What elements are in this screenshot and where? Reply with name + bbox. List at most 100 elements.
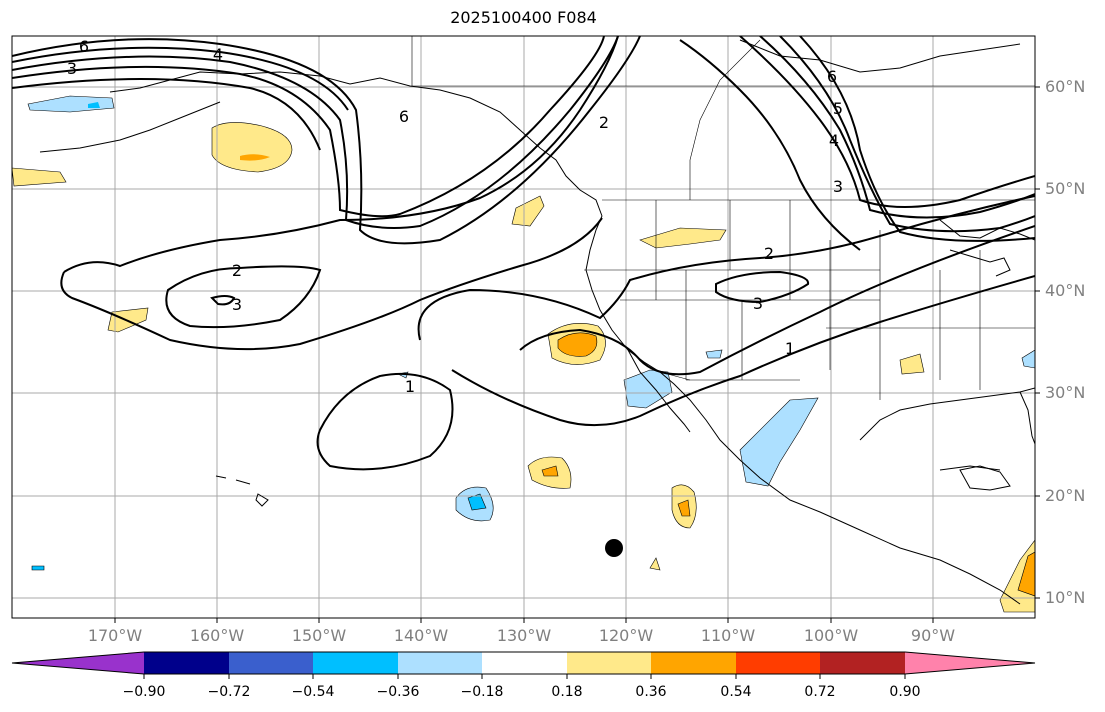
anomaly-fill-central-america <box>999 539 1035 613</box>
contour-2-east-inner <box>679 39 861 251</box>
yucatan <box>959 465 1011 491</box>
anomaly-fill-small <box>649 557 661 571</box>
contour-label: 3 <box>232 295 242 314</box>
gulf-coast <box>859 387 1035 441</box>
anomaly-fill-mexico-pacific <box>623 369 673 409</box>
hawaii-3 <box>255 493 269 507</box>
lon-label: 170°W <box>87 626 143 645</box>
contour-1-loop <box>316 372 454 471</box>
anomaly-fill-gulf-alaska <box>211 122 293 173</box>
baja-peninsula <box>627 349 691 433</box>
colorbar-segment <box>736 652 820 674</box>
lat-label: 30°N <box>1045 383 1086 402</box>
contour-label: 4 <box>829 131 839 150</box>
contour-4-east <box>779 36 1035 233</box>
anomaly-fill-south-pacific-c-core <box>467 493 487 511</box>
lon-label: 160°W <box>189 626 245 645</box>
lat-label: 50°N <box>1045 179 1086 198</box>
contour-label: 6 <box>399 107 409 126</box>
anomaly-fill-west-pacific <box>12 167 67 187</box>
lon-label: 110°W <box>700 626 756 645</box>
cuba <box>939 465 1001 471</box>
lon-label: 130°W <box>496 626 552 645</box>
great-lakes <box>949 249 1011 277</box>
colorbar-segment <box>398 652 482 674</box>
contour-4-west <box>12 36 619 229</box>
lat-label: 20°N <box>1045 486 1086 505</box>
anomaly-fill-bering-core <box>88 102 100 108</box>
hudson-bay <box>939 219 1035 241</box>
lat-label: 10°N <box>1045 588 1086 607</box>
contour-3-west-2 <box>12 78 321 151</box>
lat-ticks <box>1035 86 1040 599</box>
contour-label: 2 <box>599 113 609 132</box>
lon-label: 150°W <box>291 626 347 645</box>
anomaly-fill-gulf-coast <box>899 353 925 375</box>
colorbar-tick-label: 0.90 <box>889 684 921 700</box>
contour-1-south <box>451 275 1035 427</box>
colorbar-extend-high <box>905 652 1035 674</box>
colorbar-segment <box>651 652 736 674</box>
contour-2-inner <box>165 265 322 329</box>
colorbar-segment <box>567 652 651 674</box>
anomaly-fill-gulf <box>1021 349 1035 369</box>
contour-2-east <box>519 225 1035 376</box>
lon-label: 100°W <box>803 626 859 645</box>
contour-label: 1 <box>405 377 415 396</box>
hawaii-2 <box>235 479 251 485</box>
contour-label: 6 <box>79 37 89 56</box>
anomaly-fill-west-small <box>31 565 45 571</box>
contour-label: 3 <box>833 177 843 196</box>
colorbar-tick-label: 0.72 <box>804 684 836 700</box>
colorbar-tick-label: −0.36 <box>376 684 420 700</box>
contour-1-main <box>417 195 1035 341</box>
anomaly-fill-arizona <box>705 349 723 359</box>
contour-lines <box>12 36 1035 471</box>
anomaly-fill-mexico <box>739 397 819 487</box>
north-canada <box>739 39 1021 73</box>
lat-label: 60°N <box>1045 77 1086 96</box>
colorbar-tick-label: 0.54 <box>720 684 752 700</box>
contour-label: 2 <box>764 244 774 263</box>
hawaii-1 <box>215 475 227 479</box>
colorbar-tick-label: −0.18 <box>460 684 504 700</box>
contour-label: 3 <box>67 59 77 78</box>
contour-label: 2 <box>232 261 242 280</box>
aleutian-chain <box>39 101 221 153</box>
anomaly-fill-oregon-coast <box>511 195 545 227</box>
contour-5-east <box>759 36 1035 219</box>
colorbar <box>11 651 1036 679</box>
contour-label: 6 <box>827 67 837 86</box>
contour-3-inner <box>210 295 236 306</box>
anomaly-fill-south-pacific-a-core <box>541 465 559 477</box>
colorbar-tick-label: −0.54 <box>291 684 335 700</box>
lon-ticks <box>114 618 934 623</box>
coastlines <box>39 39 1035 605</box>
contour-3-east <box>715 270 810 304</box>
contour-2-large <box>63 36 619 273</box>
alaska-coast <box>109 71 603 217</box>
contour-label: 1 <box>785 339 795 358</box>
colorbar-segment <box>313 652 398 674</box>
contour-label: 5 <box>833 99 843 118</box>
lat-label: 40°N <box>1045 281 1086 300</box>
florida <box>1019 391 1035 445</box>
storm-position-marker <box>605 539 623 557</box>
colorbar-tick-label: 0.36 <box>635 684 667 700</box>
west-coast <box>585 215 1021 605</box>
contour-label: 3 <box>753 294 763 313</box>
contour-3-west <box>12 36 605 218</box>
colorbar-segment <box>820 652 905 674</box>
contour-2-large-b <box>60 217 603 351</box>
colorbar-tick-label: −0.90 <box>122 684 166 700</box>
contour-labels: 6 3 4 6 2 2 3 2 3 1 1 6 5 4 3 <box>67 37 843 396</box>
colorbar-segment <box>482 652 567 674</box>
lon-label: 120°W <box>598 626 654 645</box>
colorbar-segment <box>144 652 229 674</box>
colorbar-tick-label: −0.72 <box>207 684 251 700</box>
colorbar-segment <box>229 652 313 674</box>
lon-label: 140°W <box>393 626 449 645</box>
anomaly-fill-baja-core <box>557 332 598 357</box>
map-title: 2025100400 F084 <box>450 8 597 27</box>
lon-label: 90°W <box>910 626 956 645</box>
